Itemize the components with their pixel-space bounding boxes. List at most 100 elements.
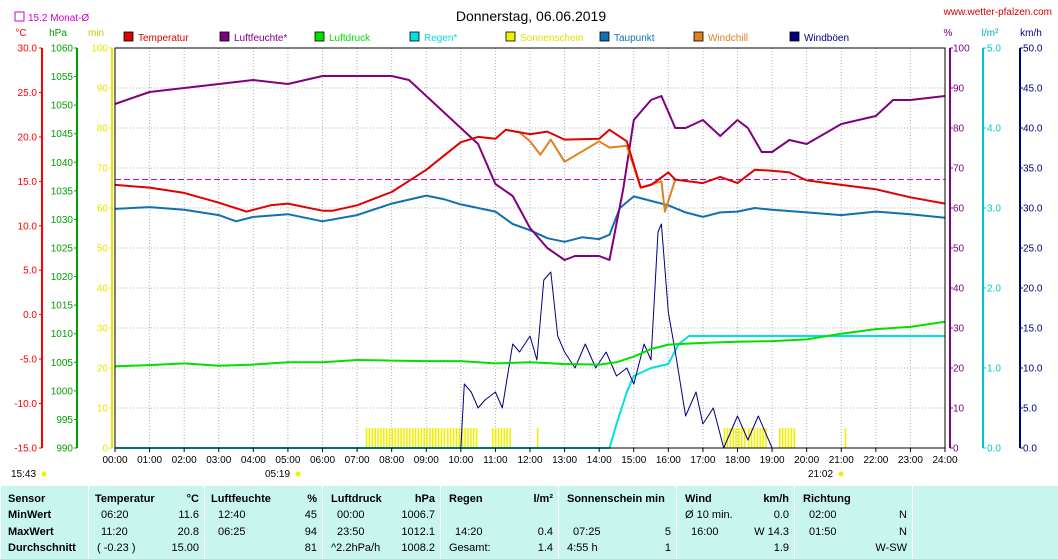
sunshine-bar [374,428,376,448]
temperature-tick-label: 0.0 [23,310,37,321]
site-link[interactable]: www.wetter-pfalzen.com [943,7,1052,18]
sunshine-bar [371,428,374,448]
monthly-avg-legend-icon [14,11,25,22]
stats-col-temperatur: Temperatur °C 06:20 11.6 11:20 20.8 ( -0… [88,486,205,559]
x-tick-label: 22:00 [863,455,888,466]
stats-row-label-avg: Durchschnitt [8,542,76,554]
sunshine-bar [497,428,500,448]
sunshine-bar [403,428,405,448]
sunshine-bar [464,428,466,448]
sunshine-tick-label: 60 [97,204,109,215]
x-tick-label: 21:00 [829,455,854,466]
sunshine-bar [397,428,400,448]
x-tick-label: 14:00 [587,455,612,466]
stats-col-sonnenschein: Sonnenschein min 07:25 5 4:55 h 1 [558,486,677,559]
stats-col-wind: Wind km/h Ø 10 min. 0.0 16:00 W 14.3 1.9 [676,486,795,559]
humidity-tick-label: 20 [953,364,965,375]
wind-tick-label: 5.0 [1023,404,1037,415]
stats-header-wind: Wind [685,493,712,505]
humidity-tick-label: 10 [953,404,965,415]
stats-press-trend: ^2.2hPa/h [331,542,381,554]
sunshine-bar [762,428,764,448]
sunshine-bar [426,428,428,448]
pressure-tick-label: 1000 [51,386,74,397]
stats-rain-max-value: 0.4 [537,526,553,538]
humidity-unit-label: % [944,28,953,39]
stats-rain-total-value: 1.4 [537,542,553,554]
sunshine-bar [385,428,388,448]
stats-header-luftfeuchte: Luftfeuchte [211,493,271,505]
stats-temp-avg-value: 15.00 [171,542,199,554]
stats-header-temperatur: Temperatur [95,493,155,505]
x-tick-label: 19:00 [760,455,785,466]
wind-tick-label: 25.0 [1023,244,1043,255]
sunshine-bar [443,428,446,448]
sunshine-bars [365,428,847,448]
x-tick-label: 18:00 [725,455,750,466]
pressure-tick-label: 1060 [51,44,74,55]
sunshine-tick-label: 20 [97,364,109,375]
pressure-tick-label: 1005 [51,358,74,369]
stats-temp-min-time: 06:20 [101,509,129,521]
sunshine-bar [735,428,737,448]
legend-swatch [693,31,704,42]
stats-sun-max-time: 07:25 [573,526,601,538]
sunshine-bar [506,428,508,448]
sunshine-bar [455,428,458,448]
stats-rain-total-label: Gesamt: [449,542,491,554]
sunshine-bar [743,428,746,448]
sunshine-bar [723,428,726,448]
sunrise-sun-icon [295,471,301,477]
sunshine-bar [732,428,734,448]
wind-tick-label: 30.0 [1023,204,1043,215]
sunshine-bar [394,428,397,448]
pressure-tick-label: 1015 [51,301,74,312]
x-tick-label: 03:00 [206,455,231,466]
stats-col-richtung: Richtung 02:00 N 01:50 N W-SW [794,486,913,559]
sunshine-bar [793,428,796,448]
stats-dir-min-value: N [899,509,907,521]
sunshine-bar [417,428,420,448]
stats-wind-max-value: W 14.3 [754,526,789,538]
sunshine-bar [729,428,732,448]
sunshine-bar [844,428,847,448]
sunshine-bar [408,428,411,448]
sunshine-bar [449,428,452,448]
sunshine-tick-label: 0 [102,444,108,455]
humidity-tick-label: 90 [953,84,965,95]
sunshine-bar [475,428,478,448]
sunshine-bar [470,428,472,448]
rain-tick-label: 4.0 [987,124,1001,135]
temperature-tick-label: 20.0 [18,132,38,143]
legend-label: Windböen [804,33,849,44]
stats-unit-temperatur: °C [186,493,199,505]
sunshine-bar [391,428,394,448]
legend-swatch [219,31,230,42]
stats-rain-max-time: 14:20 [455,526,483,538]
sunshine-bar [781,428,784,448]
sunshine-bar [472,428,475,448]
series-line-luftdruck [114,320,946,368]
stats-sun-avg-value: 1 [664,542,671,554]
stats-hum-max-value: 94 [304,526,317,538]
stats-unit-wind: km/h [763,493,789,505]
sunshine-bar [458,428,461,448]
chart-background [0,0,1058,486]
sunshine-bar [491,428,494,448]
stats-sun-total-label: 4:55 h [567,542,598,554]
wind-tick-label: 20.0 [1023,284,1043,295]
stats-dir-max-time: 01:50 [809,526,837,538]
sunshine-bar [380,428,382,448]
stats-header-sensor: Sensor [8,493,46,505]
stats-dir-min-time: 02:00 [809,509,837,521]
x-tick-label: 10:00 [448,455,473,466]
temp-unit-label: °C [15,28,26,39]
wind-tick-label: 40.0 [1023,124,1043,135]
sunshine-tick-label: 30 [97,324,109,335]
sunshine-bar [423,428,425,448]
pressure-tick-label: 1030 [51,215,74,226]
temperature-tick-label: -15.0 [14,444,37,455]
x-tick-label: 16:00 [656,455,681,466]
humidity-tick-label: 60 [953,204,965,215]
pressure-tick-label: 1010 [51,329,74,340]
